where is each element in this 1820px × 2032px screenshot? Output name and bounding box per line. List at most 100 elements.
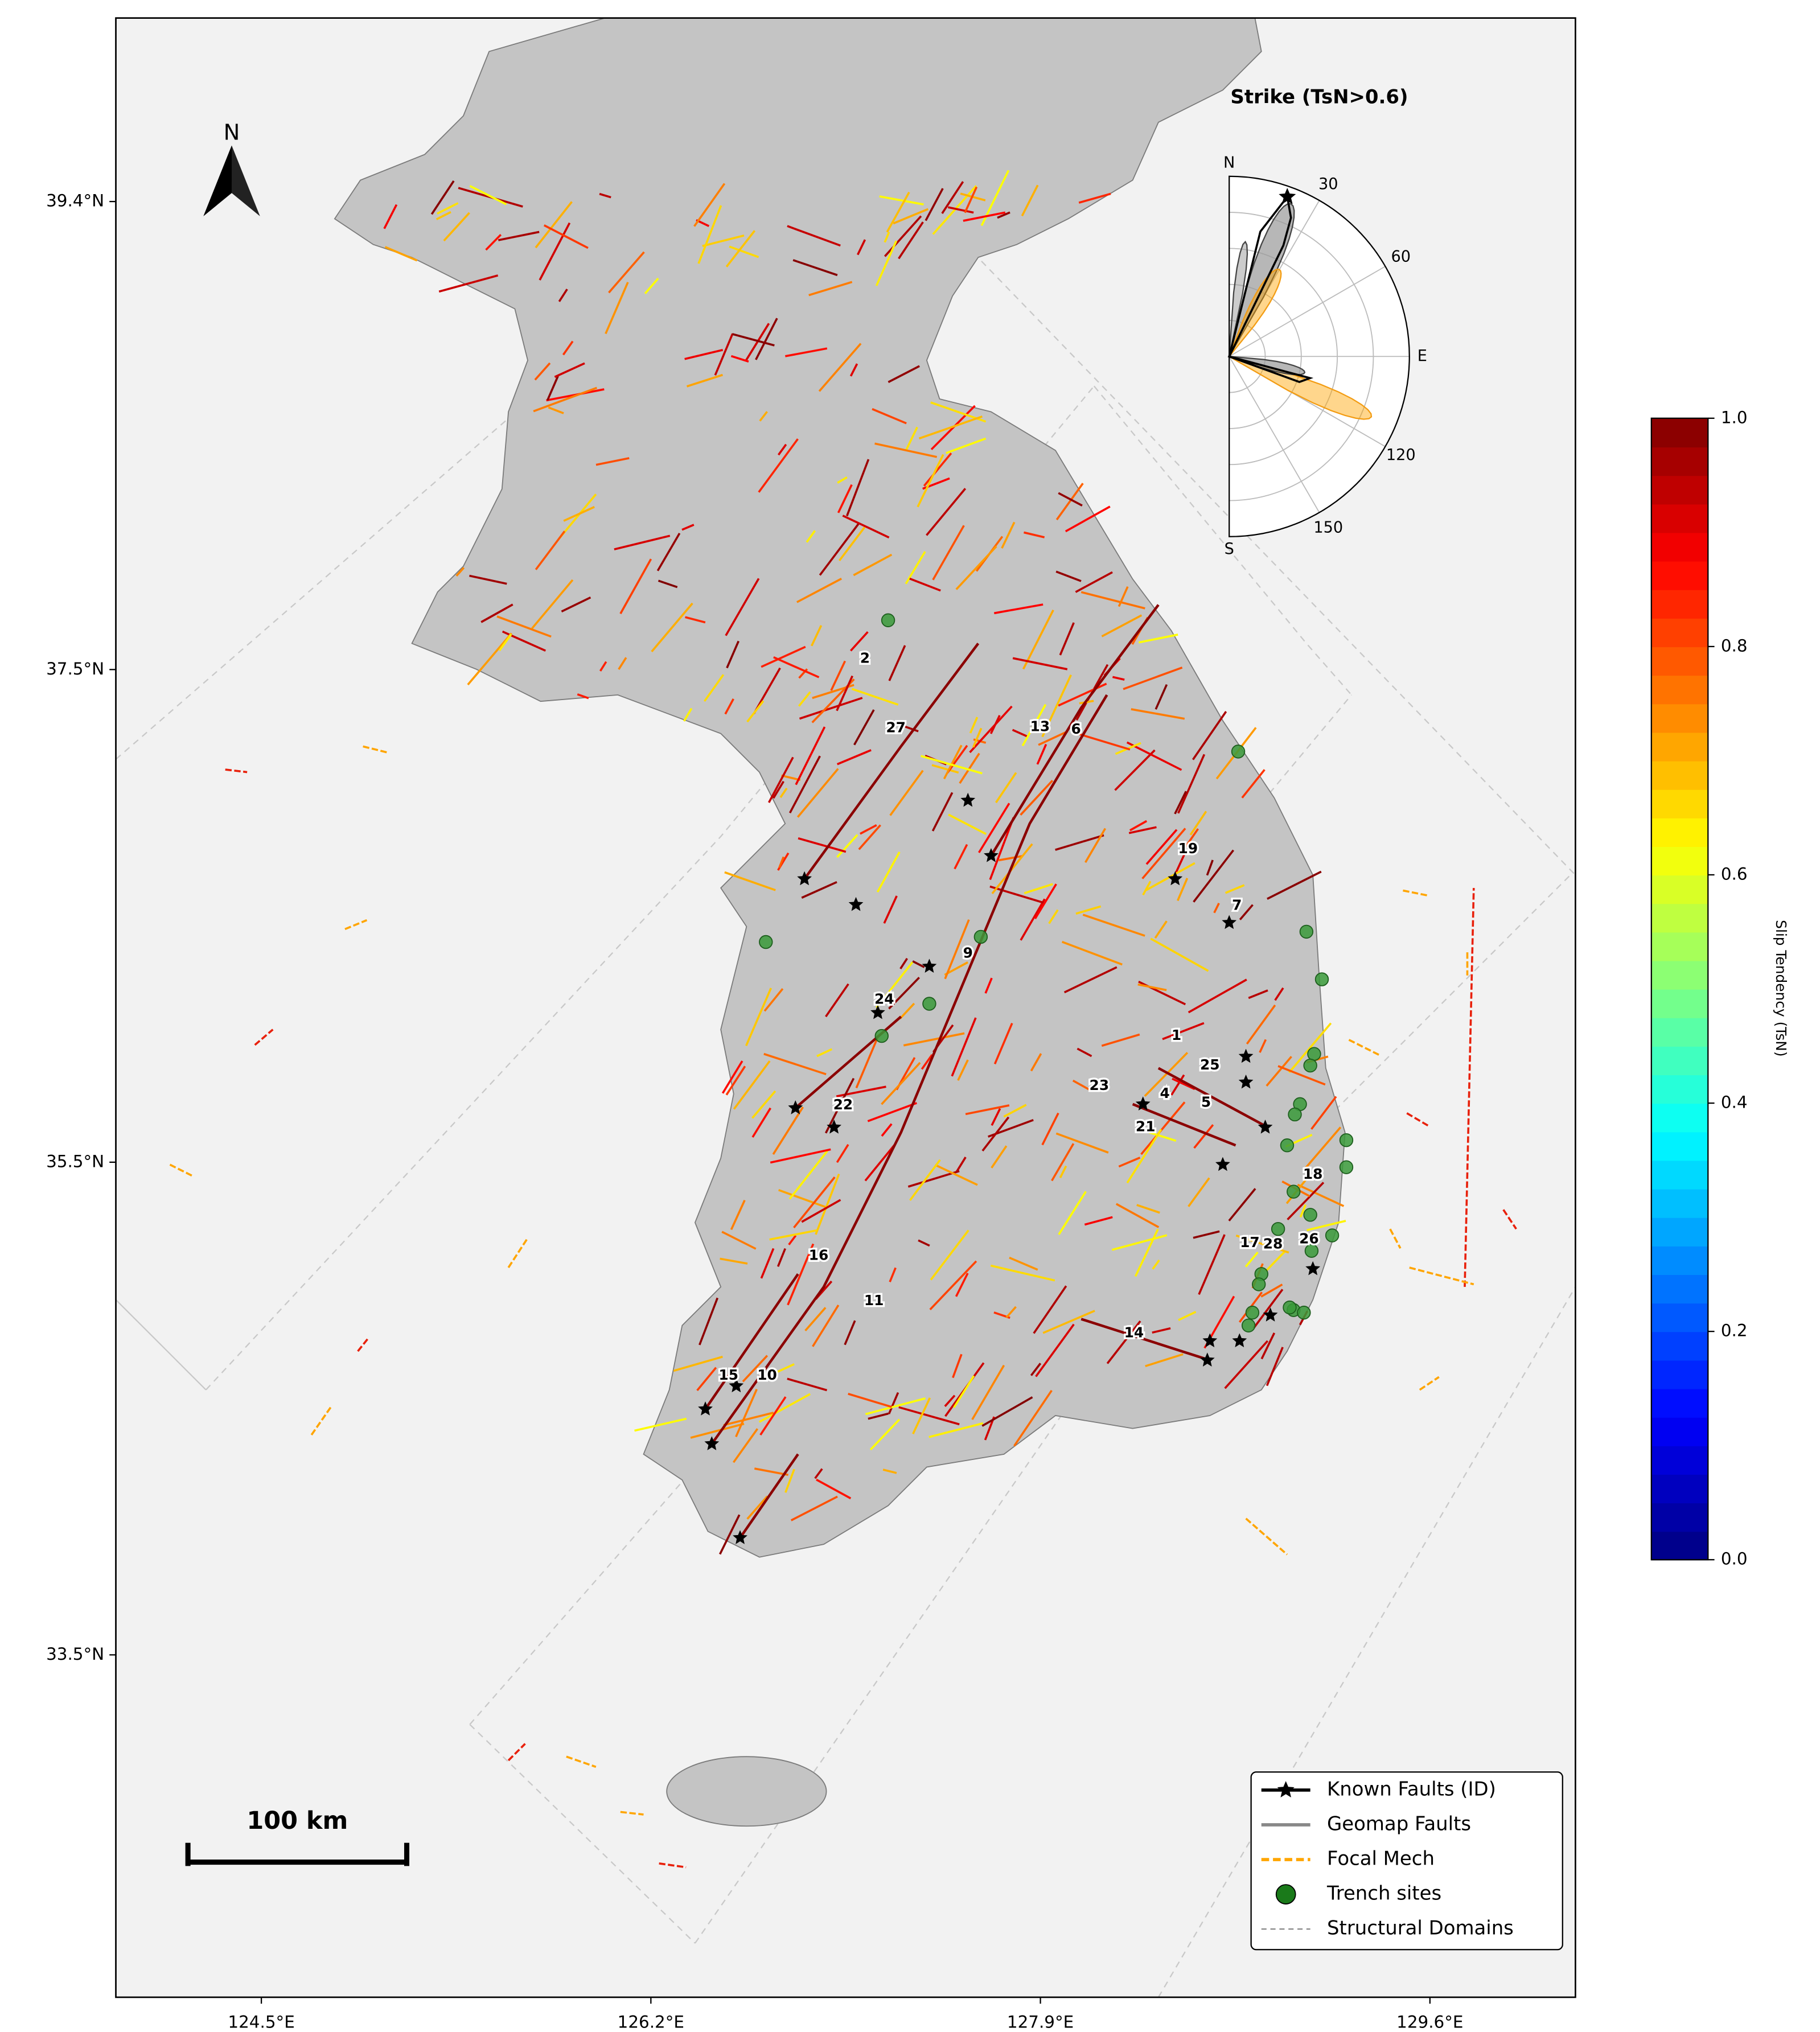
geomap-fault [533, 386, 598, 413]
fault-id: 17 [1240, 1234, 1260, 1251]
known-fault-star [1263, 1307, 1278, 1322]
legend-symbol [1275, 1884, 1296, 1905]
geomap-fault [948, 813, 987, 835]
jeju-island [666, 1756, 827, 1827]
known-fault-star [1168, 871, 1183, 886]
trench-site [759, 935, 773, 949]
geomap-fault [1297, 1183, 1345, 1207]
geomap-fault [498, 634, 512, 652]
geomap-fault [1055, 1132, 1109, 1154]
geomap-fault [798, 691, 811, 707]
colorbar-step [1651, 989, 1708, 1018]
geomap-fault [801, 881, 837, 899]
geomap-fault [751, 1107, 771, 1138]
colorbar-step [1651, 1103, 1708, 1133]
geomap-fault [860, 824, 877, 835]
colorbar-step [1651, 874, 1708, 904]
geomap-fault [1287, 1182, 1325, 1220]
geomap-fault [1106, 1320, 1141, 1364]
geomap-fault [953, 1375, 975, 1408]
geomap-fault [903, 1032, 965, 1047]
geomap-fault [548, 406, 564, 414]
known-fault-star [1258, 1120, 1273, 1134]
focal-mech [363, 745, 389, 754]
geomap-fault [1112, 676, 1125, 681]
known-fault-star [1305, 1261, 1321, 1276]
geomap-fault [1084, 828, 1107, 863]
legend-label: Geomap Faults [1327, 1812, 1471, 1834]
geomap-fault [851, 688, 899, 706]
geomap-fault [836, 1143, 849, 1163]
trench-site [1325, 1228, 1340, 1243]
geomap-fault [872, 408, 907, 425]
geomap-fault [917, 454, 944, 508]
theta-tick-label: 120 [1386, 446, 1416, 464]
x-tick-label: 129.6°E [1396, 2013, 1463, 2032]
geomap-fault [923, 453, 952, 487]
geomap-fault [824, 1077, 855, 1134]
colorbar-step [1651, 1017, 1708, 1047]
geomap-fault [697, 205, 722, 264]
geomap-fault [1041, 674, 1072, 738]
colorbar-step [1651, 760, 1708, 790]
geomap-fault [932, 525, 965, 581]
geomap-fault [978, 803, 1010, 853]
geomap-fault [1188, 978, 1247, 1014]
geomap-fault [1128, 826, 1157, 834]
geomap-fault [1144, 1052, 1189, 1097]
geomap-fault [1140, 1101, 1186, 1155]
geomap-fault [963, 211, 1006, 222]
known-fault-star [788, 1100, 803, 1114]
colorbar-step [1651, 1245, 1708, 1276]
geomap-fault [921, 755, 983, 775]
geomap-fault [733, 1060, 771, 1110]
colorbar-step [1651, 1074, 1708, 1104]
geomap-fault [699, 1297, 718, 1346]
geomap-fault [1082, 914, 1145, 937]
arrow-right [231, 145, 260, 216]
geomap-fault [725, 1066, 746, 1096]
geomap-fault [702, 234, 745, 247]
colorbar-tick-label: 0.0 [1721, 1549, 1748, 1569]
colorbar-label: Slip Tendency (TsN) [1773, 920, 1789, 1056]
geomap-fault [929, 1422, 984, 1438]
trench-site [1271, 1221, 1285, 1236]
geomap-fault [1020, 898, 1046, 941]
map-frame [115, 17, 1576, 1998]
known-fault-star [922, 959, 937, 973]
geomap-fault [1206, 859, 1214, 876]
geomap-fault [907, 1170, 960, 1188]
fault-id: 7 [1232, 897, 1242, 914]
geomap-fault [1193, 849, 1234, 903]
scale-bar: 100 km [185, 1807, 410, 1866]
north-arrow: N [203, 120, 260, 216]
geomap-fault [881, 1123, 893, 1137]
focal-mech [357, 1338, 369, 1352]
geomap-fault [1248, 989, 1268, 999]
geomap-fault [951, 1017, 977, 1077]
geomap-fault [1170, 1074, 1185, 1096]
geomap-fault [810, 625, 823, 647]
colorbar-step [1651, 960, 1708, 990]
known-fault [704, 1273, 799, 1410]
known-fault [1132, 1103, 1236, 1147]
geomap-fault [899, 957, 908, 969]
geomap-fault [455, 567, 465, 577]
geomap-fault [788, 1150, 828, 1200]
geomap-fault [778, 856, 785, 868]
geomap-fault [944, 1395, 956, 1407]
fault-id: 13 [1030, 718, 1050, 734]
geomap-fault [874, 442, 938, 458]
geomap-fault [384, 246, 418, 262]
geomap-fault [888, 977, 920, 1010]
theta-tick-label: 150 [1313, 519, 1343, 536]
focal-mech [1419, 1376, 1440, 1391]
geomap-fault [881, 1062, 921, 1105]
geomap-fault [898, 221, 924, 260]
focal-mech [225, 768, 248, 774]
geomap-fault [681, 524, 695, 531]
geomap-fault [1003, 1104, 1027, 1118]
geomap-fault [1051, 1143, 1075, 1182]
geomap-fault [849, 631, 869, 652]
geomap-fault [554, 362, 585, 378]
